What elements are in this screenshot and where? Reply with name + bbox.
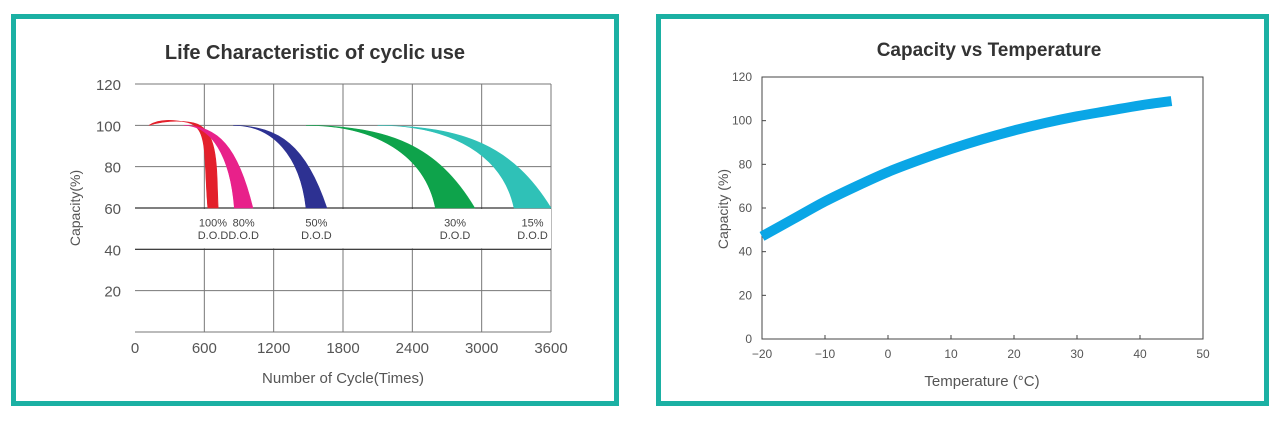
x-tick-label: 10: [944, 347, 958, 361]
y-tick-label: 0: [745, 332, 752, 346]
y-tick-label: 60: [104, 201, 121, 218]
x-tick-label: 3000: [465, 340, 498, 357]
series-label-percent: 50%: [305, 218, 327, 230]
x-tick-label: 30: [1070, 347, 1084, 361]
y-tick-label: 20: [739, 288, 753, 302]
chart-title: Life Characteristic of cyclic use: [165, 42, 465, 64]
series-band: [183, 125, 254, 209]
x-axis-label: Temperature (°C): [924, 373, 1039, 390]
series-label-dod: D.O.D: [301, 230, 332, 242]
series-label-percent: 30%: [444, 218, 466, 230]
x-tick-label: 20: [1007, 347, 1021, 361]
series-band: [377, 125, 552, 209]
y-tick-label: 100: [732, 114, 752, 128]
series-label-percent: 15%: [521, 218, 543, 230]
y-tick-label: 40: [739, 245, 753, 259]
series-label-dod: D.O.D: [440, 230, 471, 242]
y-tick-label: 100: [96, 118, 121, 135]
chart-title: Capacity vs Temperature: [877, 40, 1102, 61]
capacity-temperature-chart: Capacity vs Temperature −20 −10 0 10 20 30 40 50…: [715, 40, 1210, 390]
life-characteristic-panel: Life Characteristic of cyclic use 100% D.O…: [11, 14, 619, 406]
y-axis-label: Capacity(%): [67, 170, 83, 246]
series-label-percent: 100%: [199, 218, 227, 230]
x-tick-label: 2400: [396, 340, 429, 357]
plot-frame: [761, 76, 1204, 340]
x-tick-label: 0: [131, 340, 139, 357]
capacity-curve: [759, 96, 1173, 241]
x-tick-label: 1200: [257, 340, 290, 357]
series-label-percent: 80%: [233, 218, 255, 230]
x-tick-label: 40: [1133, 347, 1147, 361]
x-axis-label: Number of Cycle(Times): [262, 370, 424, 387]
series-label-dod: D.O.D: [228, 230, 259, 242]
capacity-temperature-panel: Capacity vs Temperature −20 −10 0 10 20 30 40 50…: [656, 14, 1269, 406]
dod-label-band: [135, 209, 551, 249]
series-band: [148, 120, 219, 209]
x-tick-label: 600: [192, 340, 217, 357]
y-axis-label: Capacity (%): [715, 169, 731, 249]
life-characteristic-chart: Life Characteristic of cyclic use100%D.O…: [67, 42, 568, 387]
series-band: [233, 125, 328, 209]
series-label-dod: D.O.D: [198, 230, 229, 242]
y-tick-label: 40: [104, 242, 121, 259]
x-tick-label: −20: [752, 347, 773, 361]
series-label-dod: D.O.D: [517, 230, 548, 242]
x-tick-label: −10: [815, 347, 836, 361]
x-tick-label: 50: [1196, 347, 1210, 361]
x-tick-label: 1800: [326, 340, 359, 357]
y-tick-label: 120: [732, 70, 752, 84]
y-tick-label: 60: [739, 201, 753, 215]
y-tick-label: 20: [104, 284, 121, 301]
y-tick-label: 80: [104, 160, 121, 177]
y-tick-label: 120: [96, 77, 121, 94]
series-band: [306, 125, 476, 209]
x-tick-label: 3600: [534, 340, 567, 357]
y-tick-label: 80: [739, 157, 753, 171]
x-tick-label: 0: [885, 347, 892, 361]
